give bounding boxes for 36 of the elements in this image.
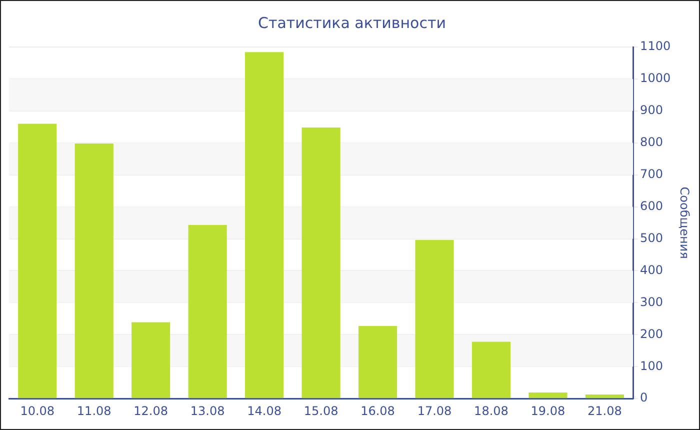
bar	[188, 225, 227, 398]
x-tick-label: 21.08	[588, 404, 622, 418]
bar	[132, 322, 170, 398]
y-axis-title: Сообщения	[678, 186, 692, 259]
x-tick-label: 13.08	[190, 404, 225, 418]
x-tick-label: 16.08	[360, 404, 395, 418]
y-tick-label: 400	[640, 262, 663, 277]
bar	[358, 326, 398, 398]
y-tick-label: 1100	[640, 39, 671, 54]
y-tick-label: 500	[640, 230, 663, 245]
x-tick-label: 10.08	[20, 404, 55, 418]
y-tick-label: 0	[640, 390, 648, 405]
x-tick-label: 11.08	[76, 404, 112, 418]
y-tick-label: 700	[640, 166, 663, 181]
bar	[528, 392, 568, 398]
x-tick-label: 14.08	[247, 404, 282, 418]
y-tick-label: 300	[640, 294, 663, 309]
y-tick-label: 600	[640, 198, 663, 213]
y-tick-label: 1000	[640, 71, 671, 86]
x-tick-label: 19.08	[530, 404, 566, 418]
bar	[302, 128, 340, 398]
x-tick-label: 18.08	[474, 404, 508, 418]
bar	[415, 240, 454, 398]
y-tick-label: 900	[640, 103, 663, 118]
bar	[472, 342, 511, 398]
chart-title: Статистика активности	[258, 14, 446, 32]
bar	[18, 124, 57, 398]
x-tick-label: 15.08	[304, 404, 338, 418]
y-tick-label: 100	[640, 358, 663, 373]
x-tick-label: 17.08	[417, 404, 452, 418]
bar	[245, 52, 284, 398]
bar	[74, 144, 114, 398]
x-tick-label: 12.08	[134, 404, 168, 418]
bar	[585, 394, 624, 398]
y-tick-label: 800	[640, 135, 663, 150]
y-tick-label: 200	[640, 326, 663, 341]
